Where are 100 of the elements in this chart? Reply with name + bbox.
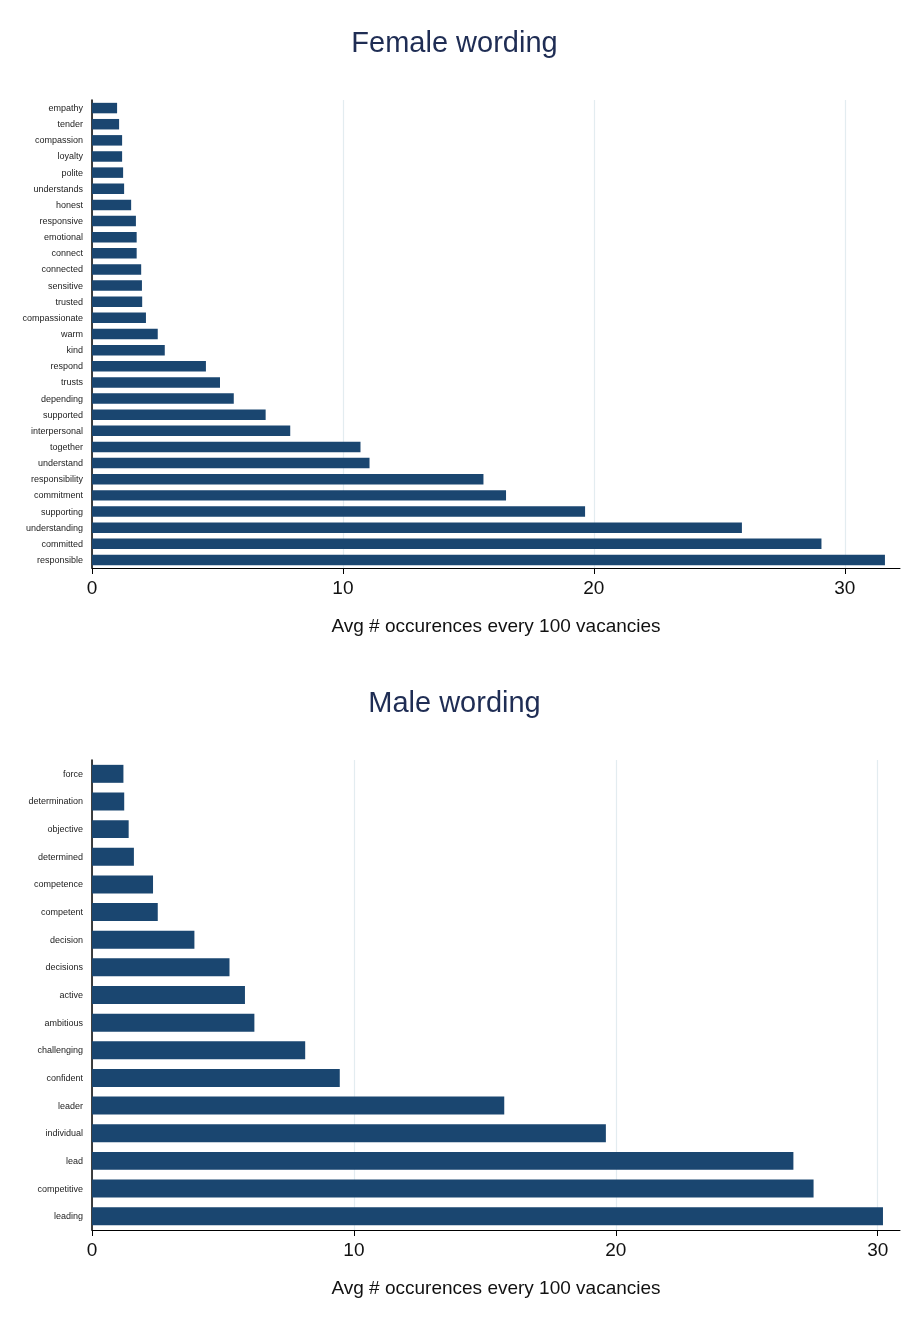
bar [92,361,206,372]
bar [92,847,134,866]
y-tick-label: confident [46,1072,84,1083]
x-tick-label: 30 [867,1239,889,1260]
y-tick-label: trusts [60,377,84,388]
y-tick-label: determined [37,851,83,862]
bar [92,135,123,146]
y-tick-label: sensitive [47,280,83,291]
y-tick-label: commitment [33,490,84,501]
y-tick-label: decision [49,934,83,945]
bar [92,215,136,227]
bar [92,296,143,307]
y-tick-label: determination [28,796,83,807]
bar [92,1096,505,1115]
bar [92,102,118,114]
y-tick-label: respond [50,361,83,372]
y-tick-label: together [49,441,83,452]
bar [92,1013,255,1032]
y-tick-label: compassionate [22,312,83,323]
bar [92,199,132,211]
bar [92,312,146,324]
bar [92,820,129,839]
bar [92,1068,340,1087]
y-tick-label: competent [40,907,84,918]
bar [92,344,165,356]
y-tick-label: leader [57,1100,83,1111]
y-tick-label: connected [41,264,83,275]
y-tick-label: warm [60,329,83,339]
bar [92,1041,306,1060]
y-tick-label: interpersonal [30,425,83,436]
bar [92,792,125,811]
bar [92,930,195,949]
y-tick-label: ambitious [44,1017,84,1028]
bar [92,118,120,130]
bar [92,958,230,977]
y-tick-label: emotional [43,232,83,243]
x-tick-label: 20 [605,1239,627,1260]
bar [92,506,586,517]
bar [92,490,507,501]
bar [92,231,137,243]
chart-title: Female wording [351,25,558,58]
x-tick-label: 0 [86,577,98,598]
bar [92,538,822,550]
bar [92,903,158,922]
y-tick-label: trusted [55,296,83,307]
bar [92,764,124,783]
bar [92,264,142,275]
y-tick-label: objective [47,824,83,835]
y-tick-label: tender [57,119,83,130]
bar [92,393,234,404]
y-tick-label: active [59,990,83,1000]
bar [92,1179,814,1198]
bar [92,151,123,162]
x-axis-title: Avg # occurences every 100 vacancies [331,1277,661,1298]
y-tick-label: committed [41,538,83,549]
x-tick-label: 10 [332,577,354,598]
bar [92,248,137,259]
y-tick-label: lead [65,1155,83,1166]
y-tick-label: supported [42,409,83,420]
chart-title: Male wording [368,685,541,718]
y-tick-label: honest [55,199,84,210]
bar [92,875,154,894]
bar [92,522,742,533]
y-tick-label: loyalty [57,151,84,162]
y-tick-label: responsible [36,554,83,565]
y-tick-label: individual [45,1128,83,1139]
bar [92,409,266,420]
y-tick-label: force [62,768,83,779]
bar [92,554,885,566]
x-axis-title: Avg # occurences every 100 vacancies [331,615,661,636]
y-tick-label: polite [61,167,83,178]
bar [92,328,158,340]
bar [92,280,142,291]
y-tick-label: understand [37,458,83,469]
y-tick-label: understands [33,183,84,194]
y-tick-label: connect [51,248,84,259]
x-tick-label: 20 [583,577,605,598]
y-tick-label: responsive [39,216,83,227]
bar [92,1124,606,1143]
y-tick-label: challenging [37,1045,83,1056]
y-tick-label: leading [53,1211,83,1222]
x-tick-label: 10 [343,1239,365,1260]
bar [92,441,361,453]
y-tick-label: responsibility [30,474,84,485]
y-tick-label: understanding [25,522,83,533]
bar [92,457,370,469]
y-tick-label: compassion [34,135,83,146]
bar [92,377,220,388]
bar [92,167,124,178]
y-tick-label: depending [40,393,83,404]
bar [92,425,291,437]
bar [92,1207,883,1226]
x-tick-label: 30 [834,577,856,598]
y-tick-label: competence [33,879,83,890]
bar [92,474,484,485]
y-tick-label: competitive [37,1183,83,1194]
y-tick-label: supporting [40,506,83,517]
y-tick-label: empathy [48,103,84,114]
y-tick-label: decisions [45,962,84,973]
bar [92,1151,794,1170]
